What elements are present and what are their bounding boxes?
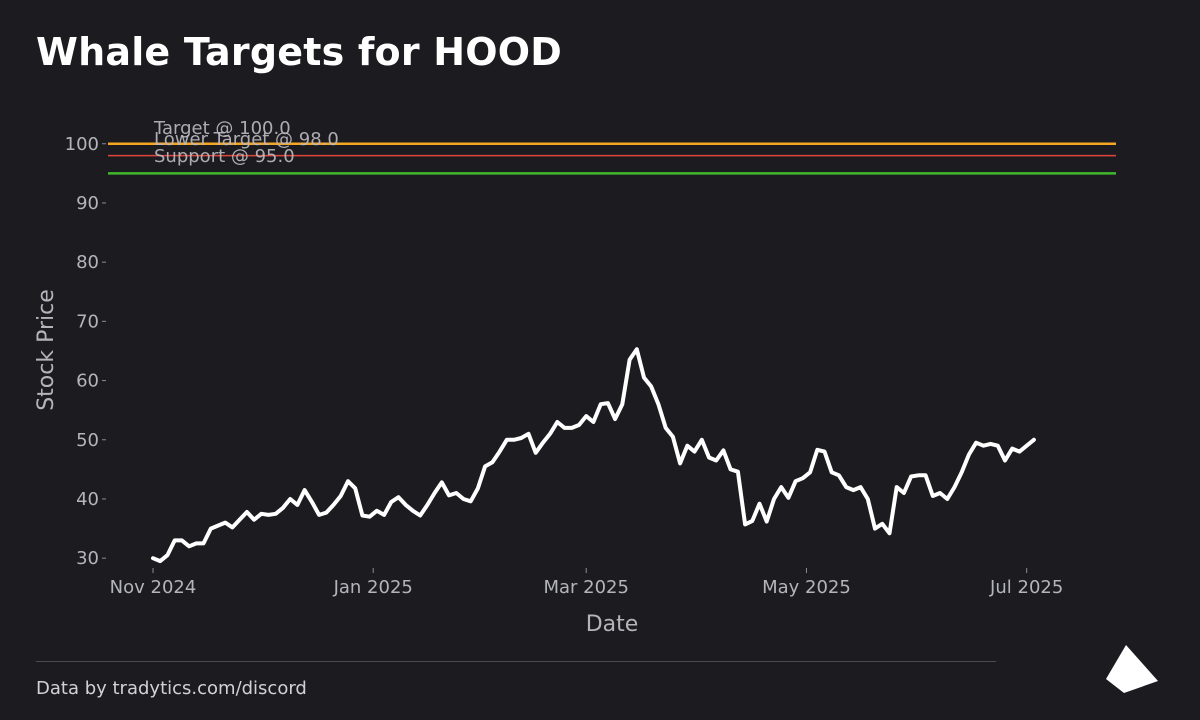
y-tick-label: 100	[65, 134, 99, 155]
x-tick-label: Jan 2025	[333, 577, 413, 598]
triangle-logo-icon	[1106, 645, 1158, 693]
y-axis-label: Stock Price	[34, 289, 59, 411]
y-tick-label: 60	[76, 371, 99, 392]
y-tick-label: 70	[76, 311, 99, 332]
x-tick-label: Jul 2025	[989, 577, 1063, 598]
x-tick-label: Nov 2024	[110, 577, 197, 598]
y-tick-label: 40	[76, 489, 99, 510]
y-axis: 30 40 50 60 70 80 90 100	[65, 134, 106, 569]
level-label: Support @ 95.0	[154, 146, 295, 167]
level-lines	[108, 142, 1116, 175]
x-axis-label: Date	[586, 612, 639, 637]
y-tick-label: 80	[76, 252, 99, 273]
page-title: Whale Targets for HOOD	[36, 30, 562, 74]
footer-divider	[36, 661, 996, 662]
y-tick-label: 50	[76, 430, 99, 451]
y-tick-label: 30	[76, 548, 99, 569]
price-series-line	[151, 347, 1036, 564]
x-axis: Nov 2024 Jan 2025 Mar 2025 May 2025 Jul 2025	[110, 568, 1063, 598]
footer-credit: Data by tradytics.com/discord	[36, 678, 307, 699]
x-tick-label: May 2025	[762, 577, 851, 598]
level-label: Lower Target @ 98.0	[154, 129, 339, 150]
level-label: Target @ 100.0	[153, 118, 291, 139]
x-tick-label: Mar 2025	[543, 577, 629, 598]
y-tick-label: 90	[76, 193, 99, 214]
